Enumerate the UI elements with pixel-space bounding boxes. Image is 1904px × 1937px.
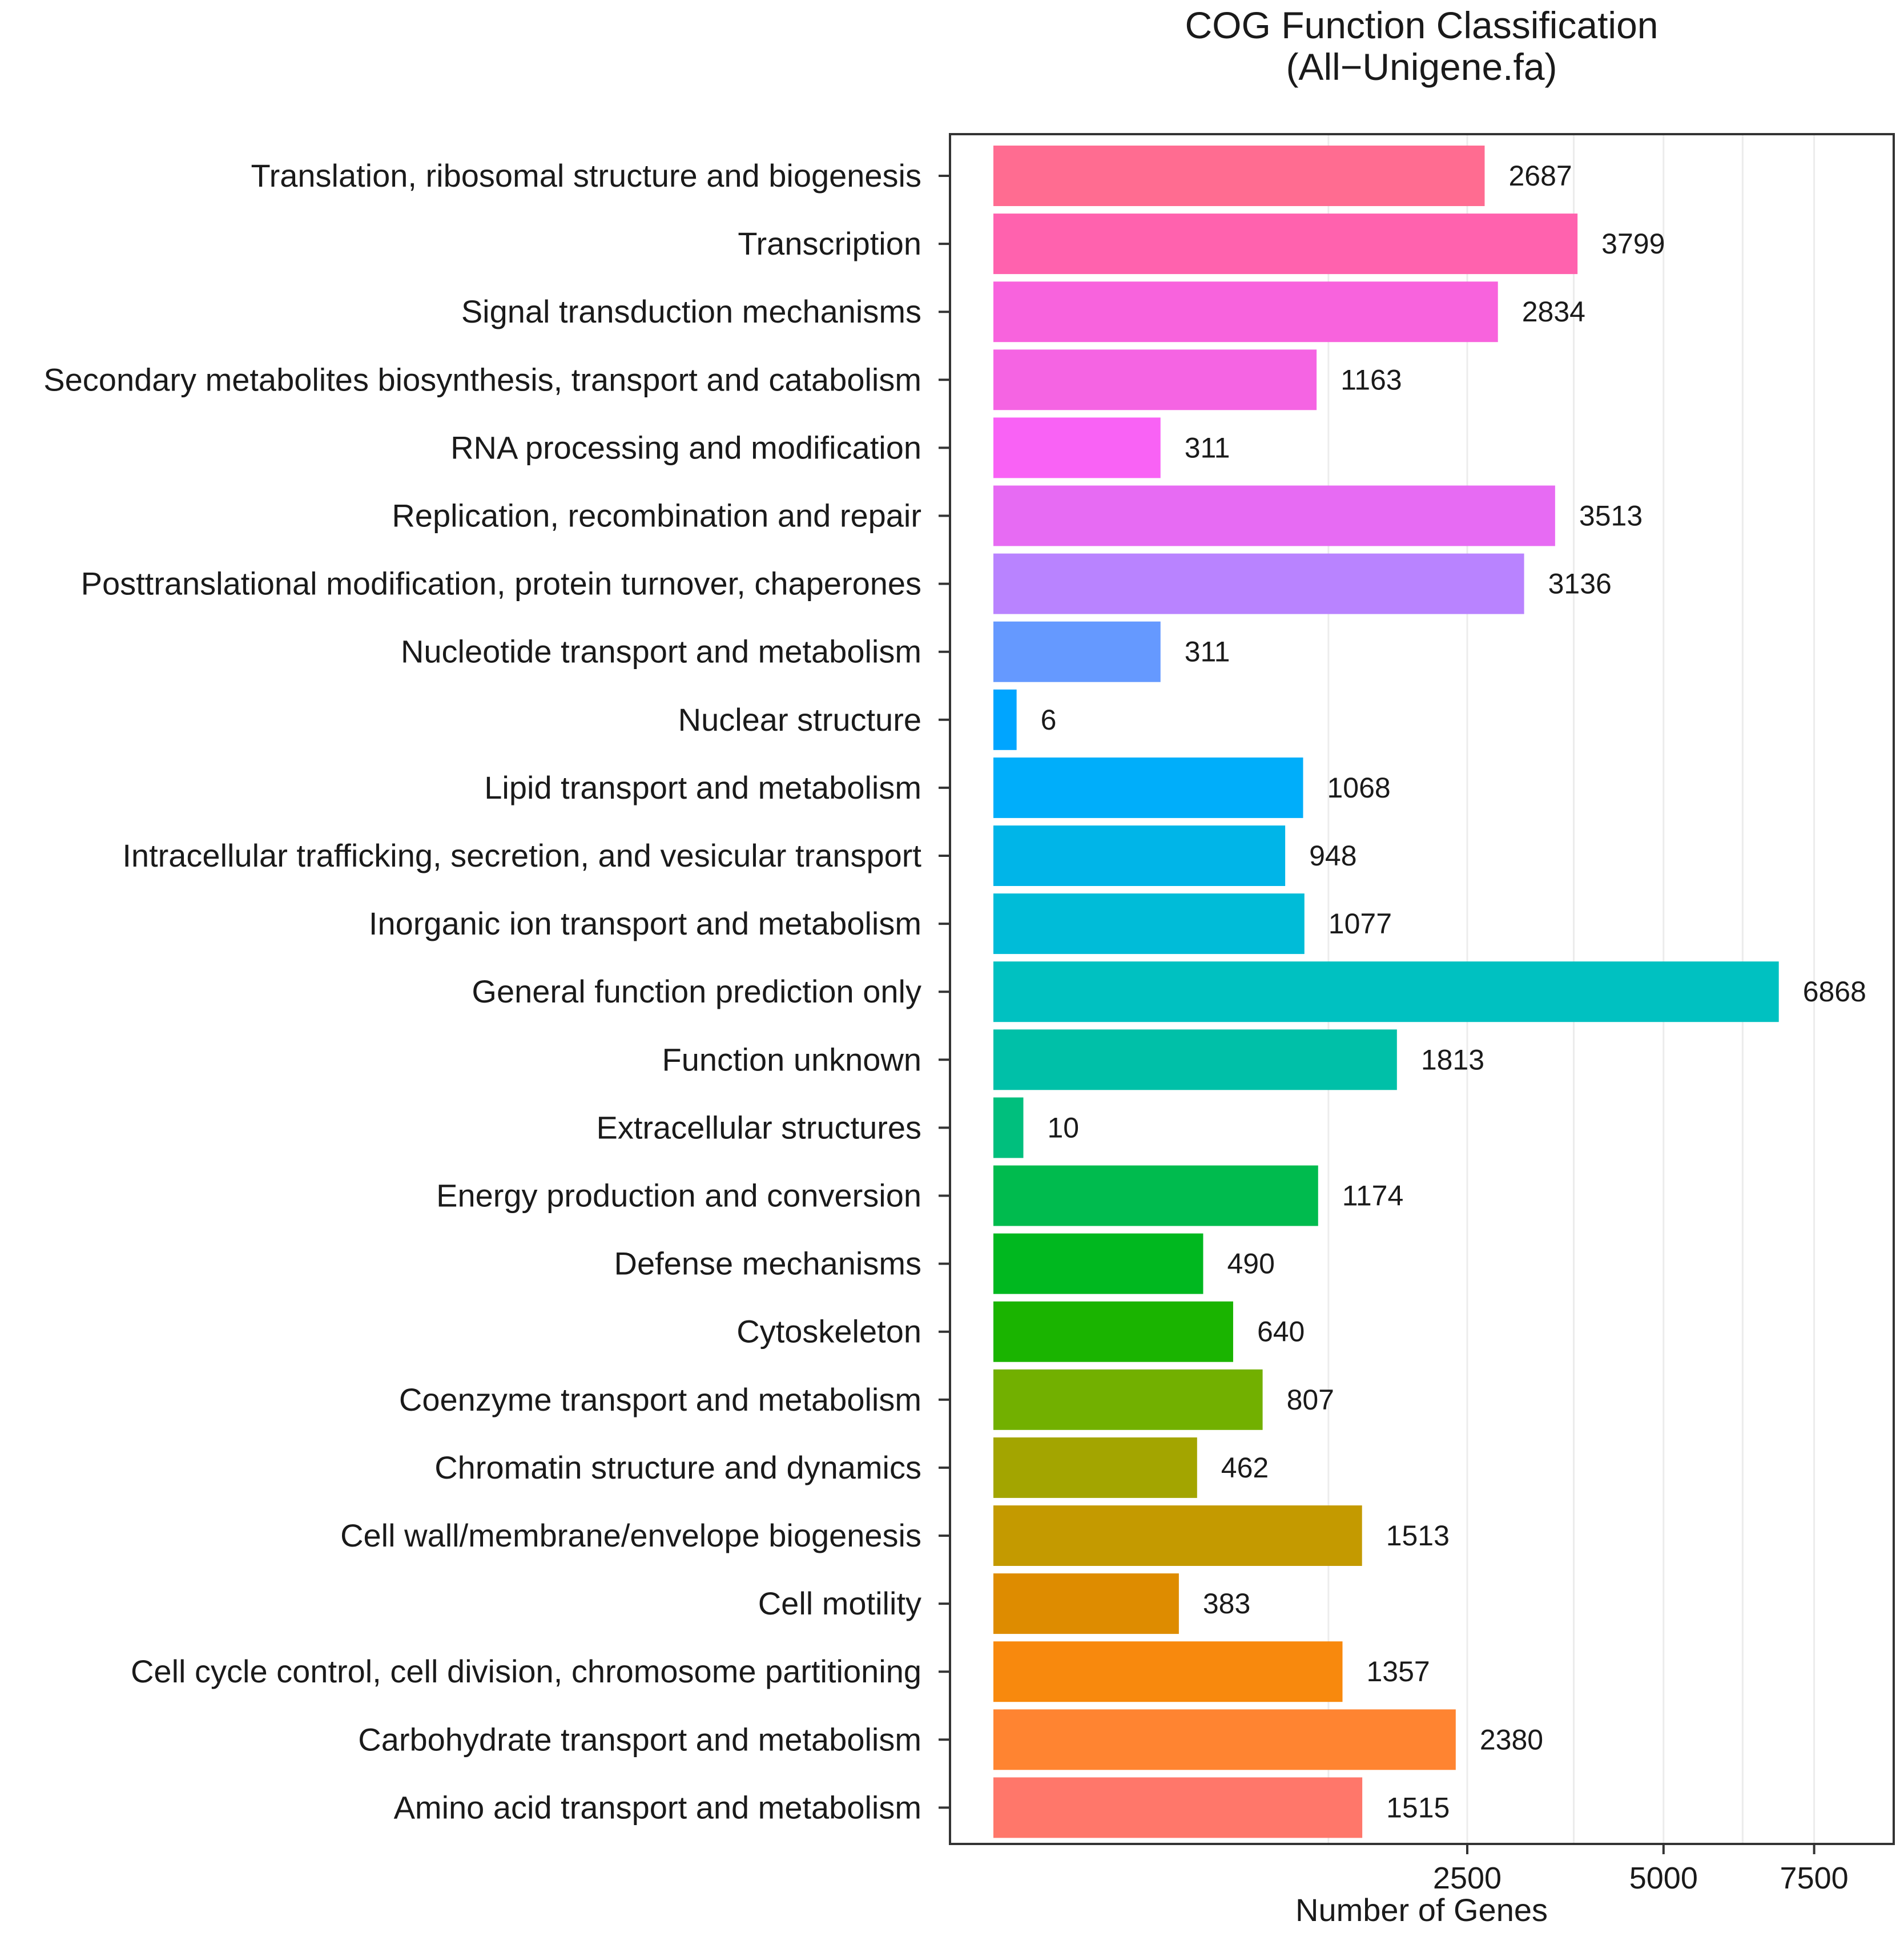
category-label: Coenzyme transport and metabolism [399,1382,921,1417]
bar [993,1233,1203,1294]
category-label: Secondary metabolites biosynthesis, tran… [43,361,921,397]
chart-subtitle: (All−Unigene.fa) [1286,46,1557,88]
bar [993,1437,1197,1498]
category-label: Cell motility [758,1585,921,1621]
value-label: 490 [1227,1248,1274,1280]
category-label: Carbohydrate transport and metabolism [358,1721,921,1757]
value-label: 2380 [1480,1723,1543,1755]
bar [993,349,1317,410]
bar [993,485,1555,546]
category-label: Extracellular structures [596,1109,921,1145]
category-label: Posttranslational modification, protein … [81,566,921,602]
value-label: 311 [1185,636,1230,668]
value-label: 383 [1203,1588,1250,1620]
category-label: RNA processing and modification [450,429,921,465]
value-label: 6868 [1803,976,1866,1008]
value-label: 311 [1185,432,1230,464]
value-label: 1513 [1386,1520,1450,1552]
bar [993,1573,1179,1634]
bar [993,893,1305,955]
x-tick-label: 7500 [1780,1861,1849,1895]
category-label: Lipid transport and metabolism [484,770,921,806]
bar [993,1641,1343,1702]
bar [993,214,1578,275]
category-label: Amino acid transport and metabolism [394,1789,921,1825]
category-label: Signal transduction mechanisms [461,293,921,329]
category-label: Energy production and conversion [436,1178,921,1214]
bar [993,1165,1318,1226]
bars [993,146,1779,1838]
value-label: 10 [1047,1112,1079,1143]
x-axis-title: Number of Genes [1295,1892,1548,1928]
value-label: 1515 [1386,1791,1450,1823]
bar [993,1097,1024,1158]
bar [993,281,1498,343]
bar [993,146,1485,206]
value-labels: 2687 3799 2834 1163 311 3513 3136 311 6 1068 948 10… [1041,160,1866,1823]
value-label: 807 [1287,1384,1334,1416]
x-tick-label: 2500 [1433,1861,1502,1895]
category-label: Nuclear structure [678,702,921,738]
bar [993,1505,1362,1566]
category-label: Cell wall/membrane/envelope biogenesis [340,1517,921,1553]
bar [993,1777,1363,1838]
chart-title-line1: COG Function Classification [1185,4,1659,46]
value-label: 1813 [1421,1044,1484,1076]
bar [993,961,1779,1022]
bar [993,757,1303,818]
category-label: General function prediction only [472,973,921,1009]
value-label: 1357 [1367,1656,1430,1688]
bar [993,1029,1397,1090]
bar [993,417,1161,478]
value-label: 6 [1041,704,1057,736]
category-label: Transcription [738,225,921,261]
category-label: Replication, recombination and repair [392,498,921,534]
category-labels: Translation, ribosomal structure and bio… [43,158,921,1825]
plot-frame [949,133,1895,1845]
value-label: 462 [1221,1452,1269,1484]
value-label: 2687 [1508,160,1572,192]
value-label: 1077 [1329,908,1392,940]
category-label: Defense mechanisms [614,1246,921,1282]
value-label: 1174 [1342,1180,1404,1212]
bar [993,1369,1263,1430]
category-label: Inorganic ion transport and metabolism [369,905,921,941]
category-label: Intracellular trafficking, secretion, an… [122,837,921,873]
value-label: 3513 [1579,500,1643,532]
value-label: 1068 [1327,772,1390,804]
value-label: 640 [1257,1316,1305,1348]
category-label: Cell cycle control, cell division, chrom… [131,1653,921,1689]
value-label: 2834 [1522,296,1585,328]
bar [993,553,1524,614]
x-tick-label: 5000 [1629,1861,1698,1895]
bar [993,1709,1456,1770]
bar [993,825,1286,886]
chart-title: COG Function Classification (All−Unigene… [1185,4,1659,88]
category-label: Chromatin structure and dynamics [434,1449,921,1485]
y-axis-ticks [939,175,950,1809]
bar [993,621,1161,682]
category-label: Cytoskeleton [736,1314,921,1350]
value-label: 948 [1309,840,1356,872]
value-label: 3799 [1601,228,1665,260]
value-label: 3136 [1548,568,1612,600]
category-label: Translation, ribosomal structure and bio… [251,158,921,194]
category-label: Nucleotide transport and metabolism [401,634,921,670]
bar [993,1301,1233,1362]
x-axis-ticks: 2500 5000 7500 [1433,1844,1849,1895]
category-label: Function unknown [662,1041,921,1077]
value-label: 1163 [1341,364,1402,396]
bar [993,689,1017,750]
